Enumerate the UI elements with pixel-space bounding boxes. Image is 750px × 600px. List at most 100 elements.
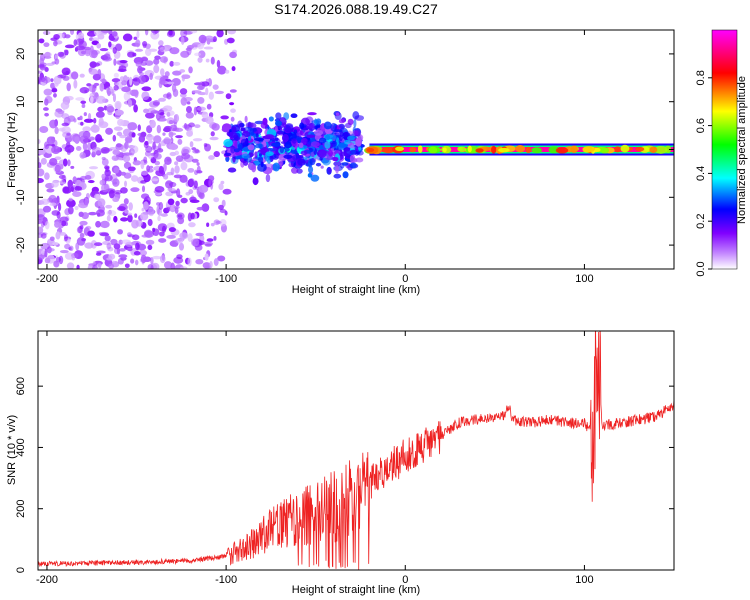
spectrogram-cell (124, 263, 130, 268)
spectrogram-cell (38, 138, 41, 145)
spectrogram-cell (349, 162, 357, 169)
spectrogram-cell (123, 161, 132, 170)
spectrogram-cell (108, 41, 112, 48)
spectrogram-cell (84, 46, 91, 51)
spectrogram-cell (339, 135, 343, 142)
spectrogram-cell (187, 233, 193, 242)
spectrogram-cell (93, 242, 103, 247)
spectrogram-cell (124, 180, 128, 187)
spectrogram-cell (121, 86, 131, 93)
spectrogram-cell (213, 219, 220, 226)
spectrogram-cell (46, 136, 56, 144)
spectrogram-cell (49, 119, 58, 129)
spectrogram-cell (117, 118, 124, 127)
spectrogram-cell (135, 48, 144, 52)
spectrogram-cell (51, 180, 59, 188)
spectrogram-cell (209, 136, 219, 141)
spectrogram-cell (467, 145, 472, 153)
spectrogram-cell (106, 215, 111, 222)
spectrogram-cell (180, 266, 188, 269)
spectrogram-cell (62, 186, 70, 194)
snr-y-ticks: 0 200 400 600 (15, 377, 674, 573)
spectrogram-cell (354, 115, 365, 121)
spectrogram-cell (409, 146, 417, 153)
spectrogram-cell (70, 30, 75, 35)
spectrogram-cell (79, 232, 85, 239)
spectrogram-cell (230, 116, 235, 122)
spectrogram-cell (137, 124, 141, 132)
spectrogram-cell (338, 119, 345, 124)
spectrogram-cell (129, 89, 139, 97)
colorbar-tick-label: 0.4 (695, 166, 707, 181)
spectrogram-cell (306, 134, 316, 138)
spectrogram-cell (38, 77, 46, 83)
spectrogram-cell (72, 191, 82, 197)
spectrogram-cell (238, 143, 243, 151)
spectrogram-cell (141, 91, 150, 101)
spectrogram-cell (119, 248, 126, 252)
spectrogram-cell (44, 248, 48, 258)
spectrogram-cell (237, 120, 243, 129)
spectrogram-cell (173, 114, 180, 123)
spectrogram-cell (157, 215, 161, 222)
spectrogram-cell (169, 132, 177, 136)
spectrogram-cell (342, 171, 349, 179)
spectrogram-cell (531, 147, 542, 154)
spectrogram-cell (145, 239, 155, 245)
spectrogram-cell (140, 254, 147, 264)
spectrogram-cell (212, 84, 219, 90)
spectrogram-cell (44, 221, 50, 230)
spectrogram-cell (38, 162, 42, 169)
spectrogram-cell (116, 131, 123, 137)
spectrogram-cell (222, 188, 232, 195)
spectrogram-cell (188, 222, 196, 228)
spectrogram-cell (310, 174, 320, 182)
spectrogram-cell (198, 50, 206, 59)
spectrogram-cell (275, 120, 282, 127)
spectrogram-cell (275, 112, 282, 120)
spectrogram-cell (63, 49, 69, 53)
spectrogram-cell (153, 135, 162, 144)
spectrogram-cell (91, 147, 102, 155)
spectrogram-cell (54, 109, 64, 118)
spectrogram-cell (251, 164, 257, 173)
spectrogram-cell (318, 149, 327, 158)
spectrogram-cell (148, 48, 158, 52)
spectrogram-cell (159, 68, 165, 76)
spectrogram-cell (58, 202, 62, 212)
spectrogram-cell (154, 186, 165, 193)
spectrogram-cell (162, 173, 169, 180)
spectrogram-cell (163, 137, 171, 145)
spectrogram-cell (243, 160, 249, 166)
spectrogram-cell (355, 137, 362, 147)
spectrogram-cell (288, 162, 295, 168)
spectrogram-cell (219, 219, 227, 227)
spectrogram-cell (79, 151, 86, 159)
spectrogram-cell (139, 249, 148, 256)
spectrogram-cell (276, 130, 285, 135)
spectrogram-cell (216, 59, 221, 68)
spectrogram-cell (240, 127, 246, 132)
spectrogram-cell (112, 197, 120, 203)
spectrogram-cell (167, 81, 175, 85)
spectrogram-cell (198, 191, 205, 200)
spectrogram-cell (353, 118, 357, 128)
spectrogram-cell (44, 51, 52, 58)
spectrogram-cell (118, 254, 128, 258)
spectrogram-cell (67, 115, 76, 122)
spectrogram-cell (175, 200, 180, 207)
spectrogram-cell (635, 146, 645, 152)
spectrogram-cell (284, 124, 294, 133)
spectrogram-cell (106, 87, 112, 97)
spectrogram-cell (61, 220, 67, 227)
spectrogram-cell (54, 126, 59, 135)
spectrogram-cell (120, 171, 127, 176)
spectrogram-cell (101, 173, 106, 180)
spectrogram-cell (51, 145, 61, 155)
spectrogram-cell (498, 147, 510, 153)
spectrogram-cell (53, 260, 60, 268)
spectrogram-cell (85, 225, 92, 230)
spectrogram-cell (210, 222, 215, 227)
spectrogram-cell (88, 49, 97, 58)
spectrogram-cell (157, 223, 168, 232)
